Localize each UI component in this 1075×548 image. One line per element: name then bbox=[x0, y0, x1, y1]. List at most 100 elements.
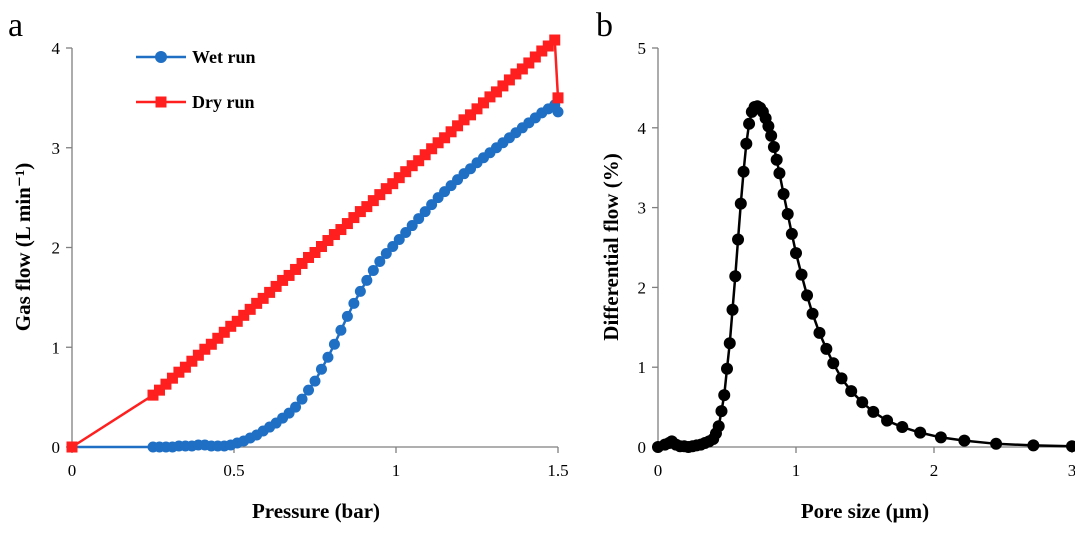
panel-a-x-axis-title: Pressure (bar) bbox=[252, 499, 380, 523]
panel-a-dry-run-point bbox=[277, 274, 289, 286]
panel-a-x-tick-label: 0 bbox=[68, 461, 77, 480]
panel-b-series-0-point bbox=[914, 426, 927, 439]
panel-a-dry-run-point bbox=[523, 57, 535, 69]
panel-b-series-0-point bbox=[781, 207, 794, 220]
panel-b-series-0-point bbox=[734, 197, 747, 210]
panel-a-series-group bbox=[66, 34, 564, 453]
panel-a-dry-run-point bbox=[471, 103, 483, 115]
panel-a-dry-run-point bbox=[387, 178, 399, 190]
panel-b-series-0-point bbox=[729, 270, 742, 283]
panel-b-series-0-point bbox=[795, 268, 808, 281]
panel-a-dry-run-point bbox=[536, 45, 548, 57]
panel-b-series-0-point bbox=[881, 414, 894, 427]
panel-a-wet-run-point bbox=[374, 255, 386, 267]
panel-a-wet-run-point bbox=[315, 363, 327, 375]
panel-b-series-0-point bbox=[737, 165, 750, 178]
panel-b-series-0-point bbox=[762, 120, 775, 133]
panel-a-x-tick-label: 1.5 bbox=[547, 461, 568, 480]
panel-b-series-0-point bbox=[827, 357, 840, 370]
panel-b-series-0-point bbox=[845, 385, 858, 398]
panel-b-series-0-point bbox=[990, 437, 1003, 450]
panel-a-y-tick-label: 4 bbox=[52, 39, 61, 58]
panel-a-wet-run-point bbox=[387, 241, 399, 253]
panel-b-series-0-point bbox=[820, 342, 833, 355]
panel-a-dry-run-point bbox=[186, 355, 198, 367]
panel-a-dry-run-point bbox=[549, 34, 561, 46]
panel-a-dry-run-point bbox=[490, 86, 502, 98]
legend-dry-run-marker bbox=[155, 96, 167, 108]
panel-a-wet-run-point bbox=[309, 375, 321, 387]
panel-b-series-0-point bbox=[765, 129, 778, 142]
panel-a-dry-run-point bbox=[406, 160, 418, 172]
panel-a-dry-run-point bbox=[309, 246, 321, 258]
panel-b-y-tick-label: 5 bbox=[638, 39, 647, 58]
panel-b-y-tick-label: 4 bbox=[638, 119, 647, 138]
panel-a-dry-run-point bbox=[218, 326, 230, 338]
legend-dry-run-label: Dry run bbox=[192, 92, 255, 112]
panel-a-dry-run-point bbox=[199, 343, 211, 355]
panel-b-x-tick-label: 0 bbox=[654, 461, 663, 480]
panel-a-dry-run-point bbox=[270, 280, 282, 292]
panel-a-dry-run-point bbox=[251, 297, 263, 309]
panel-a-dry-run-point bbox=[529, 51, 541, 63]
panel-a-dry-run-point bbox=[465, 109, 477, 121]
panel-a-dry-run-point bbox=[341, 218, 353, 230]
panel-b-x-tick-label: 3 bbox=[1068, 461, 1075, 480]
panel-a-dry-run-point bbox=[542, 40, 554, 52]
panel-a-wet-run-point bbox=[290, 401, 302, 413]
panel-b-series-0-point bbox=[806, 307, 819, 320]
panel-b-label: b bbox=[596, 7, 613, 44]
panel-a-dry-run-point bbox=[393, 172, 405, 184]
legend-wet-run-marker bbox=[155, 51, 167, 63]
panel-b-tick-labels: 0 1 2 3 4 5 0 1 2 3 bbox=[638, 39, 1075, 480]
panel-b-series-0-point bbox=[723, 337, 736, 350]
panel-a-x-tick-label: 1 bbox=[392, 461, 401, 480]
panel-a-wet-run-point bbox=[361, 274, 373, 286]
panel-a-dry-run-point bbox=[380, 183, 392, 195]
panel-b-series-0-point bbox=[777, 188, 790, 201]
panel-a-dry-run-point bbox=[283, 269, 295, 281]
panel-a-dry-run-point bbox=[477, 97, 489, 109]
panel-b-series-0-point bbox=[1066, 440, 1075, 453]
panel-a-dry-run-point bbox=[160, 378, 172, 390]
panel-a-wet-run-point bbox=[380, 247, 392, 259]
panel-a-dry-run-point bbox=[147, 389, 159, 401]
panel-a-dry-run-point bbox=[452, 120, 464, 132]
panel-b-series-0-point bbox=[726, 303, 739, 316]
panel-a-dry-run-point bbox=[264, 286, 276, 298]
panel-b-series-0-point bbox=[934, 431, 947, 444]
panel-b-series-0-point bbox=[856, 396, 869, 409]
panel-a-wet-run-point bbox=[341, 310, 353, 322]
panel-b-x-tick-label: 2 bbox=[930, 461, 939, 480]
panel-a-tick-labels: 0 1 2 3 4 0 0.5 1 1.5 bbox=[52, 39, 569, 480]
panel-b-y-tick-label: 3 bbox=[638, 199, 647, 218]
panel-b-series-0-point bbox=[813, 326, 826, 339]
panel-b-axes bbox=[652, 47, 1073, 453]
panel-a-dry-run-point bbox=[166, 372, 178, 384]
panel-b-series-0-point bbox=[801, 289, 814, 302]
panel-a-dry-run-point bbox=[66, 441, 78, 453]
panel-a-dry-run-point bbox=[205, 338, 217, 350]
panel-a-wet-run-point bbox=[406, 220, 418, 232]
panel-a-dry-run-point bbox=[244, 303, 256, 315]
panel-a-legend: Wet run Dry run bbox=[136, 47, 256, 112]
panel-b-x-axis-title: Pore size (µm) bbox=[801, 499, 929, 523]
panel-a-wet-run-point bbox=[354, 285, 366, 297]
panel-a-wet-run-point bbox=[419, 206, 431, 218]
panel-a-dry-run-point bbox=[516, 63, 528, 75]
panel-a-y-axis-title: Gas flow (L min⁻¹) bbox=[11, 163, 35, 331]
panel-a-dry-run-point bbox=[503, 74, 515, 86]
panel-b-y-tick-label: 0 bbox=[638, 438, 647, 457]
panel-a-dry-run-point bbox=[212, 332, 224, 344]
panel-a-dry-run-point bbox=[257, 292, 269, 304]
panel-b-series-0-point bbox=[712, 420, 725, 433]
panel-a-dry-run-point bbox=[335, 224, 347, 236]
panel-b-chart: 0 1 2 3 4 5 0 1 2 3 Pore size (µm) Differential f… bbox=[599, 39, 1075, 523]
panel-a-wet-run-point bbox=[322, 351, 334, 363]
panel-a-wet-run-point bbox=[348, 297, 360, 309]
panel-b-series-0-point bbox=[718, 389, 731, 402]
panel-b-series-0-point bbox=[835, 372, 848, 385]
panel-b-series-0-point bbox=[790, 247, 802, 260]
panel-b-series-0-point bbox=[896, 421, 909, 434]
panel-b-series-0-point bbox=[958, 434, 971, 447]
